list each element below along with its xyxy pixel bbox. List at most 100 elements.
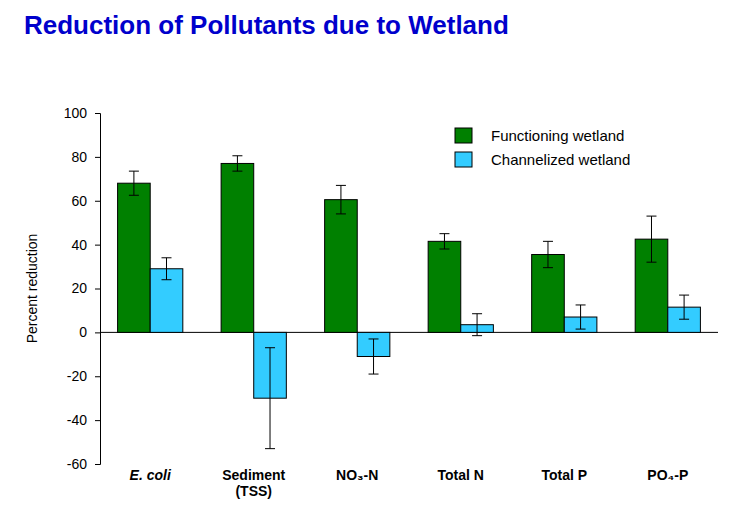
y-tick-label: 80: [71, 149, 87, 165]
y-tick: 20: [71, 280, 100, 296]
error-bar: [679, 295, 689, 319]
x-tick: E. coli: [130, 467, 172, 483]
error-cap: [336, 213, 346, 214]
y-axis: -60 -40 -20 0 20 40 60 80 100: [64, 105, 101, 472]
x-tick-label: Sediment(TSS): [222, 467, 285, 499]
zero-line: [100, 332, 718, 333]
legend-swatch: [455, 128, 472, 143]
legend-item: Channelized wetland: [455, 151, 630, 168]
error-cap: [162, 257, 172, 258]
error-cap: [646, 262, 656, 263]
y-tick-label: -40: [67, 412, 87, 428]
x-tick: Total N: [438, 467, 484, 483]
error-stem: [651, 216, 652, 262]
x-tick-label: Total N: [438, 467, 484, 483]
error-cap: [543, 241, 553, 242]
error-bar: [129, 171, 139, 195]
y-tick-label: -20: [67, 368, 87, 384]
bar: [325, 200, 358, 333]
error-cap: [129, 171, 139, 172]
x-tick: PO₄-P: [647, 467, 688, 483]
legend-label: Functioning wetland: [491, 127, 624, 144]
error-stem: [477, 314, 478, 336]
y-tick-label: 40: [71, 237, 87, 253]
y-tick-mark: [95, 245, 100, 246]
error-cap: [576, 329, 586, 330]
y-tick-mark: [95, 113, 100, 114]
x-tick-label: Total P: [541, 467, 587, 483]
y-tick: 0: [79, 324, 100, 340]
legend: Functioning wetland Channelized wetland: [455, 127, 630, 168]
y-tick: -20: [67, 368, 100, 384]
error-stem: [340, 185, 341, 214]
error-stem: [373, 339, 374, 374]
y-tick: 80: [71, 149, 100, 165]
error-cap: [369, 374, 379, 375]
y-tick: 40: [71, 237, 100, 253]
y-tick-mark: [95, 289, 100, 290]
y-tick-label: 60: [71, 193, 87, 209]
legend-label: Channelized wetland: [491, 151, 630, 168]
x-axis: E. coli Sediment(TSS) NO₃-N Total N Total P P…: [130, 467, 689, 499]
error-stem: [580, 305, 581, 329]
y-tick-mark: [95, 376, 100, 377]
y-axis-line: [95, 114, 101, 465]
x-tick: NO₃-N: [336, 467, 378, 483]
error-cap: [679, 295, 689, 296]
error-stem: [166, 258, 167, 280]
bar: [428, 241, 461, 332]
bar: [118, 183, 151, 332]
error-bar: [369, 339, 379, 374]
x-tick: Total P: [541, 467, 587, 483]
error-cap: [265, 448, 275, 449]
error-bar: [543, 241, 553, 267]
bars: [118, 156, 701, 449]
error-cap: [162, 279, 172, 280]
x-tick-label: PO₄-P: [647, 467, 688, 483]
error-cap: [232, 155, 242, 156]
error-bar: [576, 305, 586, 329]
x-tick-label-line: (TSS): [235, 483, 272, 499]
error-cap: [232, 171, 242, 172]
error-cap: [576, 304, 586, 305]
y-tick: -60: [67, 456, 100, 472]
y-tick: 100: [64, 105, 100, 121]
y-axis-title: Percent reduction: [24, 234, 40, 344]
x-tick: Sediment(TSS): [222, 467, 285, 499]
y-tick: -40: [67, 412, 100, 428]
x-tick-label: NO₃-N: [336, 467, 378, 483]
y-tick-mark: [95, 201, 100, 202]
error-cap: [543, 267, 553, 268]
y-tick-label: 0: [79, 324, 87, 340]
y-tick-label: 20: [71, 280, 87, 296]
error-cap: [679, 319, 689, 320]
y-tick: 60: [71, 193, 100, 209]
error-stem: [270, 348, 271, 449]
error-stem: [547, 241, 548, 267]
error-cap: [369, 338, 379, 339]
error-bar: [336, 185, 346, 214]
y-tick-mark: [95, 157, 100, 158]
error-stem: [133, 171, 134, 195]
error-stem: [444, 234, 445, 249]
y-tick-mark: [95, 420, 100, 421]
error-cap: [439, 249, 449, 250]
legend-swatch: [455, 152, 472, 167]
error-bar: [265, 348, 275, 449]
error-cap: [646, 216, 656, 217]
y-tick-label: 100: [64, 105, 88, 121]
y-tick-mark: [95, 332, 100, 333]
bar: [221, 163, 254, 332]
error-bar: [646, 216, 656, 262]
error-bar: [162, 258, 172, 280]
error-cap: [472, 335, 482, 336]
error-cap: [336, 185, 346, 186]
x-tick-label: E. coli: [130, 467, 172, 483]
error-bar: [232, 156, 242, 171]
error-stem: [237, 156, 238, 171]
error-cap: [472, 313, 482, 314]
y-tick-mark: [95, 464, 100, 465]
error-cap: [265, 347, 275, 348]
x-tick-label-line: Sediment: [222, 467, 285, 483]
chart-title: Reduction of Pollutants due to Wetland: [24, 10, 509, 40]
